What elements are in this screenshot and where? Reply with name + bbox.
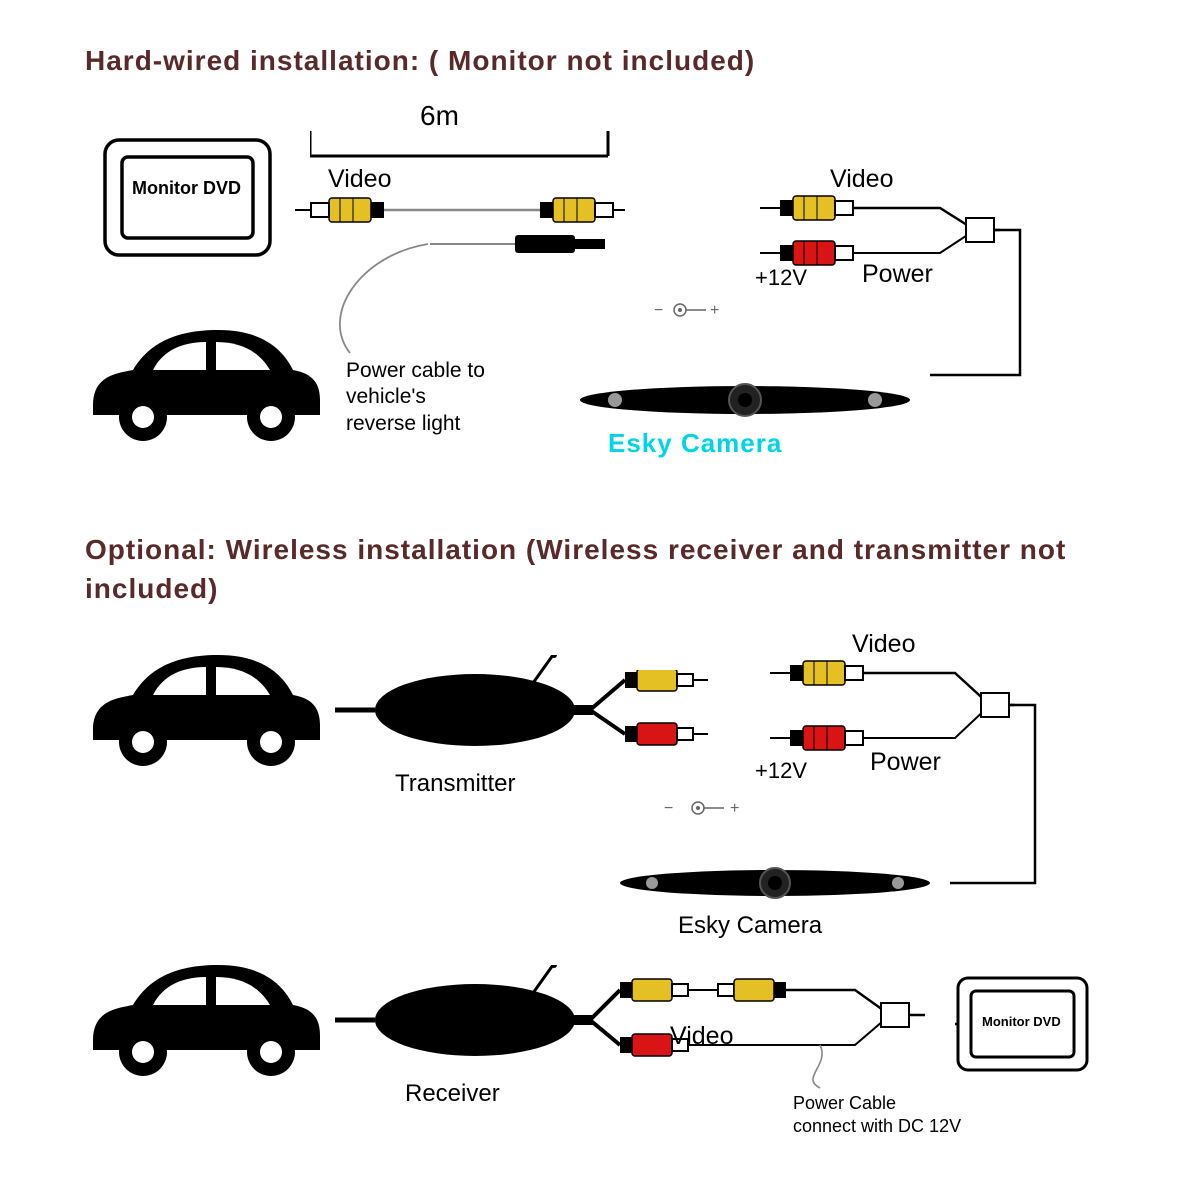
transmitter-device: [335, 655, 595, 755]
monitor-dvd-label: Monitor DVD: [132, 178, 241, 199]
monitor-dvd-label-2: Monitor DVD: [982, 1014, 1061, 1029]
power-thin-wires-1: − +: [300, 235, 820, 355]
esky-camera-label-2: Esky Camera: [678, 912, 822, 940]
video-label-1: Video: [328, 165, 392, 194]
car-icon-1: [78, 315, 328, 450]
polarity-2: − +: [660, 795, 780, 825]
esky-camera-1: [560, 375, 930, 425]
power-cable-reverse-label: Power cable to vehicle's reverse light: [346, 358, 485, 437]
heading-hard-wired: Hard-wired installation: ( Monitor not i…: [85, 45, 755, 77]
transmitter-output: [590, 670, 740, 750]
receiver-device: [335, 965, 595, 1065]
esky-camera-2: [600, 858, 950, 908]
svg-text:+: +: [710, 302, 719, 319]
svg-text:+: +: [730, 800, 739, 817]
receiver-label: Receiver: [405, 1080, 500, 1108]
six-m-label: 6m: [420, 100, 459, 132]
svg-text:−: −: [664, 800, 673, 817]
dimension-6m: [310, 128, 610, 158]
power-cable-dc-label: Power Cable connect with DC 12V: [793, 1092, 961, 1139]
transmitter-label: Transmitter: [395, 770, 515, 798]
svg-text:−: −: [654, 302, 663, 319]
car-icon-3: [78, 950, 328, 1085]
rca-yellow-pair-wire: [295, 195, 625, 225]
heading-wireless: Optional: Wireless installation (Wireles…: [85, 530, 1085, 608]
car-icon-2: [78, 640, 328, 775]
esky-camera-label-1: Esky Camera: [608, 428, 782, 459]
video-label-4: Video: [670, 1022, 734, 1051]
